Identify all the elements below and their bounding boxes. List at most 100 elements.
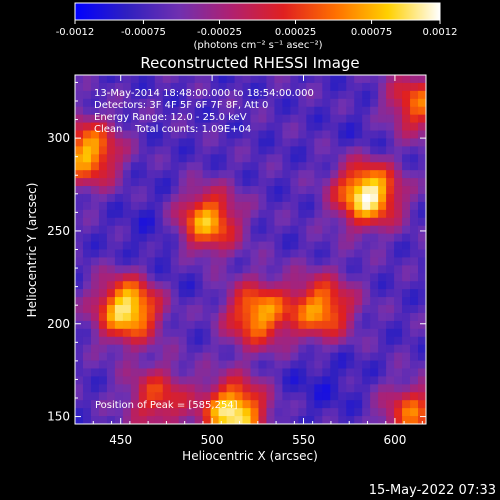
heatmap-cell	[114, 75, 124, 84]
heatmap-cell	[402, 106, 411, 116]
heatmap-cell	[146, 336, 156, 346]
heatmap-cell	[130, 233, 140, 242]
heatmap-cell	[418, 392, 427, 401]
heatmap-cell	[386, 281, 395, 290]
heatmap-cell	[266, 336, 275, 346]
heatmap-cell	[402, 273, 411, 282]
heatmap-cell	[378, 225, 387, 235]
heatmap-cell	[130, 82, 140, 92]
heatmap-cell	[210, 90, 219, 100]
heatmap-cell	[114, 376, 124, 385]
heatmap-cell	[362, 98, 371, 108]
heatmap-cell	[394, 368, 403, 377]
heatmap-cell	[234, 130, 243, 139]
heatmap-cell	[210, 98, 219, 108]
heatmap-cell	[90, 122, 100, 131]
heatmap-cell	[402, 193, 411, 203]
heatmap-cell	[242, 384, 251, 393]
heatmap-cell	[258, 217, 267, 227]
heatmap-cell	[98, 273, 108, 282]
heatmap-cell	[394, 138, 403, 147]
heatmap-cell	[202, 273, 212, 282]
heatmap-cell	[306, 146, 315, 155]
heatmap-cell	[130, 328, 140, 338]
heatmap-cell	[98, 154, 108, 163]
heatmap-cell	[330, 82, 339, 92]
heatmap-cell	[226, 233, 235, 242]
heatmap-cell	[378, 241, 387, 250]
heatmap-cell	[98, 344, 108, 354]
heatmap-cell	[298, 225, 307, 235]
heatmap-cell	[242, 368, 251, 377]
heatmap-cell	[266, 241, 275, 250]
heatmap-cell	[186, 82, 196, 92]
heatmap-cell	[306, 360, 315, 369]
heatmap-cell	[75, 193, 84, 203]
heatmap-cell	[370, 170, 379, 179]
heatmap-cell	[354, 408, 363, 417]
heatmap-cell	[386, 305, 395, 314]
heatmap-cell	[162, 178, 172, 187]
heatmap-cell	[162, 217, 172, 227]
heatmap-cell	[290, 193, 299, 203]
heatmap-cell	[418, 178, 427, 187]
heatmap-cell	[346, 122, 355, 131]
heatmap-cell	[354, 352, 363, 361]
heatmap-cell	[314, 217, 323, 227]
heatmap-cell	[418, 273, 427, 282]
colorbar-gradient	[74, 2, 441, 21]
heatmap-cell	[210, 312, 219, 322]
heatmap-cell	[162, 90, 172, 100]
heatmap-cell	[178, 344, 188, 354]
heatmap-cell	[82, 368, 92, 377]
heatmap-cell	[114, 186, 124, 195]
heatmap-cell	[402, 281, 411, 290]
colorbar-tick-label: -0.0012	[56, 27, 95, 38]
heatmap-cell	[258, 265, 267, 274]
heatmap-cell	[218, 146, 227, 155]
heatmap-cell	[250, 186, 259, 195]
heatmap-cell	[354, 130, 363, 139]
heatmap-cell	[346, 178, 355, 187]
heatmap-cell	[258, 352, 267, 361]
heatmap-cell	[394, 201, 403, 211]
heatmap-cell	[170, 186, 180, 195]
heatmap-cell	[282, 186, 291, 195]
heatmap-cell	[122, 352, 132, 361]
heatmap-cell	[402, 408, 411, 417]
heatmap-cell	[82, 154, 92, 163]
heatmap-cell	[274, 241, 283, 250]
heatmap-cell	[234, 328, 243, 338]
heatmap-cell	[226, 122, 235, 131]
heatmap-cell	[274, 376, 283, 385]
heatmap-cell	[162, 257, 172, 266]
heatmap-cell	[346, 75, 355, 84]
heatmap-cell	[226, 241, 235, 250]
heatmap-cell	[138, 193, 148, 203]
heatmap-cell	[138, 312, 148, 322]
heatmap-cell	[330, 209, 339, 219]
heatmap-cell	[170, 241, 180, 250]
heatmap-cell	[218, 320, 227, 330]
heatmap-cell	[98, 106, 108, 116]
heatmap-cell	[234, 186, 243, 195]
heatmap-cell	[186, 352, 196, 361]
heatmap-cell	[194, 114, 204, 123]
heatmap-cell	[298, 384, 307, 393]
heatmap-cell	[378, 352, 387, 361]
heatmap-cell	[154, 241, 164, 250]
heatmap-cell	[346, 201, 355, 211]
heatmap-cell	[234, 257, 243, 266]
heatmap-cell	[290, 328, 299, 338]
heatmap-cell	[75, 225, 84, 235]
heatmap-cell	[194, 289, 204, 298]
heatmap-cell	[234, 209, 243, 219]
heatmap-cell	[330, 376, 339, 385]
heatmap-cell	[410, 178, 419, 187]
heatmap-cell	[362, 193, 371, 203]
heatmap-cell	[154, 400, 164, 409]
heatmap-cell	[130, 249, 140, 258]
heatmap-cell	[306, 233, 315, 242]
heatmap-cell	[90, 265, 100, 274]
heatmap-cell	[154, 154, 164, 163]
